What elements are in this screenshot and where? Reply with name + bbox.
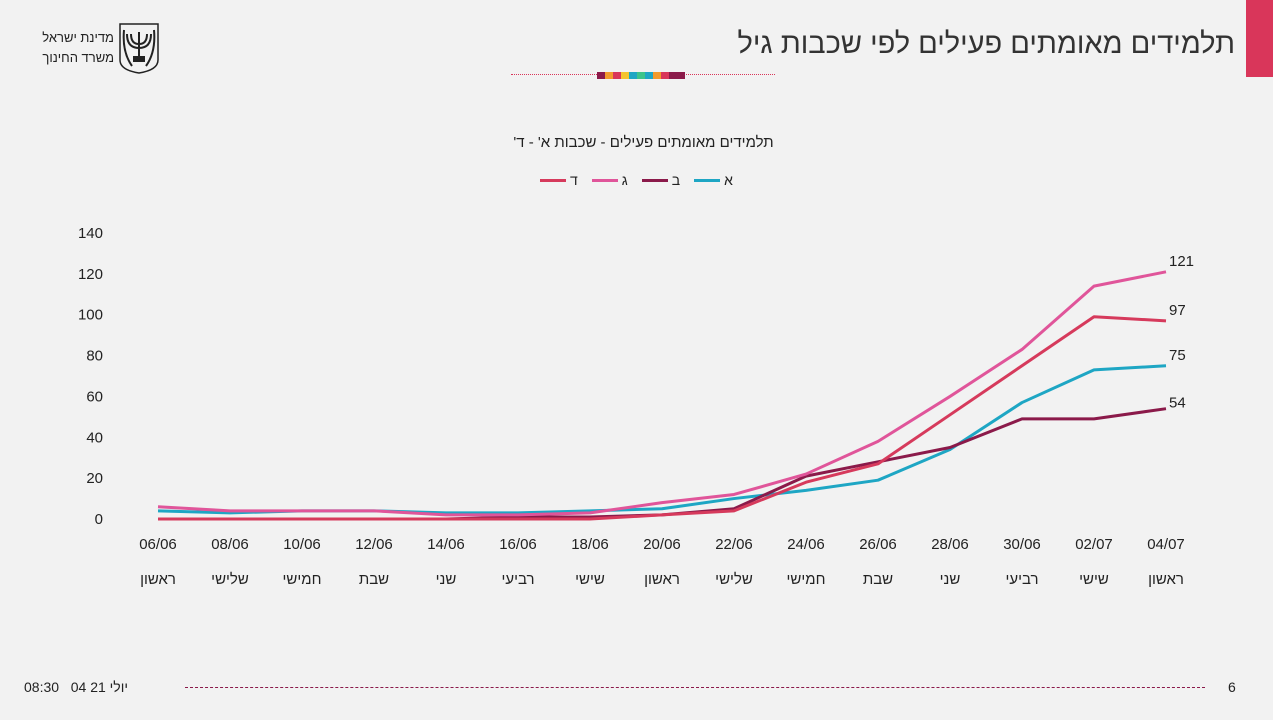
y-tick-label: 60 <box>86 388 103 405</box>
x-weekday-label: שבת <box>359 571 389 588</box>
x-weekday-label: רביעי <box>501 571 534 588</box>
legend-swatch <box>641 178 668 182</box>
x-weekday-label: שלישי <box>211 571 249 588</box>
x-tick-label: 02/07 <box>1075 536 1113 553</box>
header-accent-bar <box>1246 0 1273 77</box>
footer-datetime: 08:30 04 יולי 21 <box>24 679 128 695</box>
x-tick-label: 08/06 <box>211 536 249 553</box>
page-number: 6 <box>1228 679 1236 695</box>
x-tick-label: 06/06 <box>139 536 177 553</box>
logo-line-2: משרד החינוך <box>42 50 114 65</box>
x-weekday-label: שבת <box>863 571 893 588</box>
x-weekday-label: חמישי <box>787 571 826 588</box>
x-tick-label: 14/06 <box>427 536 465 553</box>
legend-swatch <box>694 178 721 182</box>
page-title: תלמידים מאומתים פעילים לפי שכבות גיל <box>737 28 1235 60</box>
state-emblem-icon <box>119 23 159 74</box>
x-weekday-label: חמישי <box>283 571 322 588</box>
x-weekday-label: שני <box>940 571 961 588</box>
legend-swatch <box>591 178 618 182</box>
x-weekday-label: שישי <box>1079 571 1109 588</box>
legend-swatch <box>540 178 566 182</box>
y-tick-label: 140 <box>78 225 103 242</box>
x-tick-label: 18/06 <box>571 536 609 553</box>
x-tick-label: 16/06 <box>499 536 537 553</box>
data-label: 75 <box>1169 347 1186 364</box>
legend-label: ג <box>621 172 628 188</box>
line-chart: 0 20 40 60 80 100 120 140 06/06 ראשון 08/06 שלישי 10… <box>78 225 1194 588</box>
x-tick-label: 22/06 <box>715 536 753 553</box>
ministry-name: מדינת ישראל משרד החינוך <box>30 28 114 68</box>
x-tick-label: 26/06 <box>859 536 897 553</box>
x-weekday-label: שישי <box>575 571 605 588</box>
logo-line-1: מדינת ישראל <box>42 30 114 45</box>
y-tick-label: 80 <box>86 348 103 365</box>
data-label: 97 <box>1169 302 1186 319</box>
data-label: 121 <box>1169 253 1194 270</box>
series-line-1 <box>157 364 1167 515</box>
x-tick-label: 30/06 <box>1003 536 1041 553</box>
legend-item: א <box>694 172 733 188</box>
series-line-4 <box>158 315 1167 521</box>
series-line-3 <box>157 270 1167 517</box>
x-weekday-label: ראשון <box>140 571 176 588</box>
x-tick-label: 24/06 <box>787 536 825 553</box>
footer-divider <box>185 687 1205 688</box>
legend-item: ב <box>641 172 681 188</box>
y-tick-label: 40 <box>86 429 103 446</box>
y-tick-label: 20 <box>86 470 103 487</box>
data-label: 54 <box>1169 395 1186 412</box>
x-weekday-label: שלישי <box>715 571 753 588</box>
legend-label: ד <box>570 172 578 188</box>
legend-item: ג <box>591 172 628 188</box>
x-tick-label: 04/07 <box>1147 536 1185 553</box>
footer-time: 08:30 <box>24 679 60 695</box>
y-tick-label: 0 <box>95 511 103 528</box>
x-weekday-label: ראשון <box>1148 571 1184 588</box>
legend-item: ד <box>540 172 578 188</box>
x-weekday-label: רביעי <box>1005 571 1038 588</box>
x-tick-label: 28/06 <box>931 536 969 553</box>
chart-title: תלמידים מאומתים פעילים - שכבות א' - ד' <box>513 134 774 151</box>
decorative-color-blocks <box>597 72 685 79</box>
y-tick-label: 100 <box>78 307 103 324</box>
x-tick-label: 10/06 <box>283 536 321 553</box>
chart-legend: א ב ג ד <box>540 172 733 188</box>
footer-date: 04 יולי 21 <box>70 679 128 695</box>
x-tick-label: 12/06 <box>355 536 393 553</box>
legend-label: א <box>724 172 733 188</box>
x-tick-label: 20/06 <box>643 536 681 553</box>
x-weekday-label: שני <box>436 571 457 588</box>
x-weekday-label: ראשון <box>644 571 680 588</box>
legend-label: ב <box>671 172 681 188</box>
y-tick-label: 120 <box>78 266 103 283</box>
